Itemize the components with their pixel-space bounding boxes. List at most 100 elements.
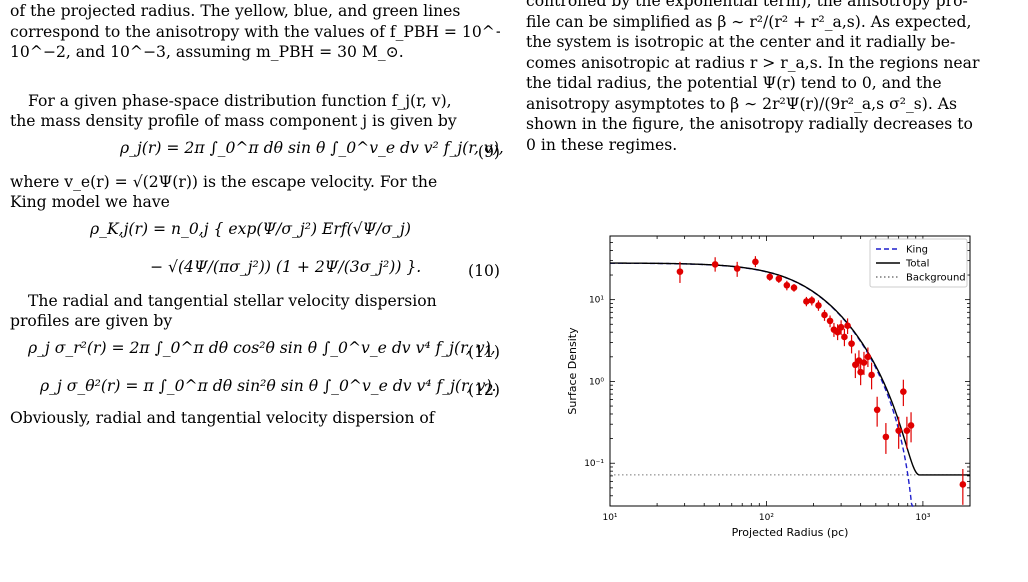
data-marker xyxy=(790,284,798,291)
tail-line: Obviously, radial and tangential velocit… xyxy=(10,408,435,427)
data-point xyxy=(864,347,872,368)
right-line-7: shown in the figure, the anisotropy radi… xyxy=(526,115,973,133)
data-marker xyxy=(837,323,845,331)
data-marker xyxy=(826,317,834,325)
data-point xyxy=(868,362,875,390)
data-marker xyxy=(907,422,915,429)
equation-10a: ρ_K,j(r) = n_0,j { exp(Ψ/σ_j²) Erf(√Ψ/σ_… xyxy=(90,219,411,238)
data-point xyxy=(711,257,719,272)
legend-king-label: King xyxy=(906,245,928,256)
y-tick-label: 10⁻¹ xyxy=(584,459,604,469)
data-point xyxy=(852,353,859,379)
equation-11-body: ρ_j σ_r²(r) = 2π ∫_0^π dθ cos²θ sin θ ∫_… xyxy=(28,338,496,357)
legend-total-label: Total xyxy=(905,259,929,270)
data-marker xyxy=(815,302,822,309)
equation-10b: − √(4Ψ/(πσ_j²)) (1 + 2Ψ/(3σ_j²)) }. xyxy=(150,257,422,276)
data-point xyxy=(841,328,848,347)
x-tick-label: 10³ xyxy=(915,513,930,523)
para2-line-2: King model we have xyxy=(10,193,170,211)
total-curve xyxy=(610,262,970,476)
surface-density-figure: 10¹ 10² 10³ 10⁻¹ 10⁰ 10¹ Projected Radius (p… xyxy=(566,235,971,539)
data-marker xyxy=(959,481,967,488)
data-point xyxy=(844,318,851,335)
data-point xyxy=(907,412,915,443)
para1-line-2: the mass density profile of mass compone… xyxy=(10,112,457,130)
data-marker xyxy=(766,273,774,281)
data-marker xyxy=(857,368,864,376)
data-point xyxy=(882,423,890,454)
equation-12-number: (12) xyxy=(467,380,500,399)
data-point xyxy=(733,261,741,277)
equation-10-line-1: ρ_K,j(r) = n_0,j { exp(Ψ/σ_j²) Erf(√Ψ/σ_… xyxy=(10,213,500,251)
right-line-3: the system is isotropic at the center an… xyxy=(526,33,956,51)
left-column: of the projected radius. The yellow, blu… xyxy=(10,0,504,428)
data-point xyxy=(790,284,798,292)
data-marker xyxy=(821,311,828,319)
equation-11-number: (11) xyxy=(467,342,500,361)
data-point xyxy=(752,256,759,268)
data-point xyxy=(959,469,967,505)
data-point xyxy=(848,334,855,354)
data-marker xyxy=(864,353,872,361)
data-point xyxy=(857,360,864,386)
caption-line-1: of the projected radius. The yellow, blu… xyxy=(10,2,461,20)
equation-11: ρ_j σ_r²(r) = 2π ∫_0^π dθ cos²θ sin θ ∫_… xyxy=(10,332,500,370)
equation-9-body: ρ_j(r) = 2π ∫_0^π dθ sin θ ∫_0^v_e dv v²… xyxy=(120,138,504,157)
y-tick-label: 10⁰ xyxy=(589,377,604,387)
equation-10-number: (10) xyxy=(467,261,500,280)
right-line-2: file can be simplified as β ∼ r²/(r² + r… xyxy=(526,12,972,31)
para3-line-1: The radial and tangential stellar veloci… xyxy=(28,291,437,310)
caption-line-2: correspond to the anisotropy with the va… xyxy=(10,22,500,41)
x-tick-label: 10¹ xyxy=(602,513,617,523)
data-marker xyxy=(841,333,848,341)
legend-background-label: Background xyxy=(906,273,966,284)
data-marker xyxy=(803,298,810,305)
data-point xyxy=(783,280,791,291)
data-marker xyxy=(844,322,851,330)
data-marker xyxy=(711,261,719,268)
legend-box xyxy=(869,238,968,288)
data-point xyxy=(903,416,911,449)
data-marker xyxy=(834,328,841,336)
data-marker xyxy=(848,340,855,347)
data-point xyxy=(860,351,868,375)
equation-9: ρ_j(r) = 2π ∫_0^π dθ sin θ ∫_0^v_e dv v²… xyxy=(10,132,504,172)
data-point xyxy=(837,320,845,335)
data-marker xyxy=(873,406,881,414)
x-tick-label: 10² xyxy=(759,513,774,523)
right-line-5: the tidal radius, the potential Ψ(r) ten… xyxy=(526,74,942,92)
data-point xyxy=(676,261,684,283)
data-marker xyxy=(808,297,816,304)
right-column: controlled by the exponential term), the… xyxy=(526,0,1021,155)
legend: King Total Background xyxy=(869,238,968,288)
y-tick-label: 10¹ xyxy=(589,296,604,306)
data-points xyxy=(676,256,967,505)
data-point xyxy=(808,296,816,306)
king-curve xyxy=(610,262,914,507)
data-point xyxy=(766,273,774,281)
data-marker xyxy=(775,275,783,283)
data-point xyxy=(775,275,783,283)
y-axis-label: Surface Density xyxy=(566,327,579,415)
data-marker xyxy=(860,359,868,366)
data-point xyxy=(815,300,822,311)
right-line-8: 0 in these regimes. xyxy=(526,135,678,154)
data-marker xyxy=(733,265,741,272)
data-point xyxy=(803,296,810,307)
caption-line-3: 10^−2, and 10^−3, assuming m_PBH = 30 M_… xyxy=(10,43,404,61)
y-tick-labels: 10⁻¹ 10⁰ 10¹ xyxy=(584,296,604,470)
right-line-1: controlled by the exponential term), the… xyxy=(526,0,968,10)
equation-12: ρ_j σ_θ²(r) = π ∫_0^π dθ sin²θ sin θ ∫_0… xyxy=(10,370,500,408)
data-marker xyxy=(676,268,684,275)
data-point xyxy=(895,416,902,449)
data-marker xyxy=(752,258,759,266)
para1-line-1: For a given phase-space distribution fun… xyxy=(28,91,452,110)
equation-10-line-2: − √(4Ψ/(πσ_j²)) (1 + 2Ψ/(3σ_j²)) }. (10) xyxy=(10,251,500,291)
data-point xyxy=(900,379,907,407)
x-tick-labels: 10¹ 10² 10³ xyxy=(602,513,930,523)
data-marker xyxy=(895,427,902,434)
data-marker xyxy=(903,427,911,434)
right-line-4: comes anisotropic at radius r > r_a,s. I… xyxy=(526,53,980,72)
para2-line-1: where v_e(r) = √(2Ψ(r)) is the escape ve… xyxy=(10,172,438,191)
data-marker xyxy=(882,433,890,441)
